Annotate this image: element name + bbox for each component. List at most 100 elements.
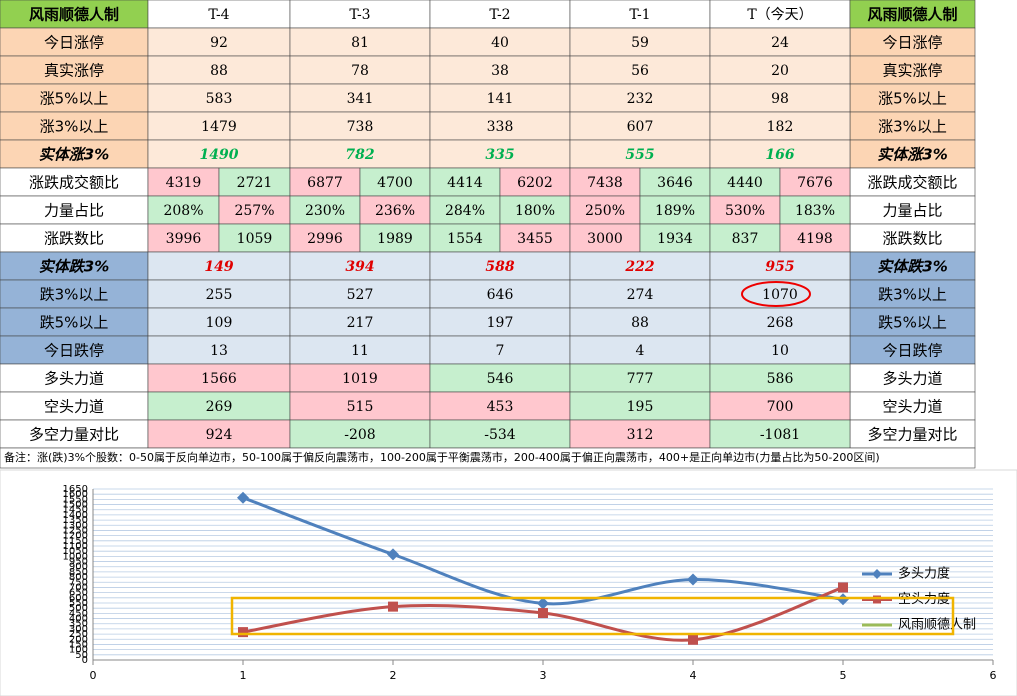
cell-bg: [849, 55, 976, 85]
cell-bg: [849, 391, 976, 421]
cell-value: 530%: [725, 203, 765, 219]
y-tick-label: 1300: [63, 520, 88, 531]
cell-value: 208%: [163, 203, 203, 219]
cell-bg: [429, 27, 571, 57]
point: [238, 627, 248, 638]
row-label: 空头力道: [882, 398, 942, 416]
cell-value: 141: [487, 91, 514, 107]
y-tick-label: 1050: [63, 546, 88, 557]
point: [388, 601, 398, 612]
row-label: 跌3%以上: [40, 286, 109, 304]
cell-value: 583: [206, 91, 233, 107]
cell-value: 250%: [585, 203, 625, 219]
cell-value: 394: [345, 259, 374, 275]
row-label: 真实涨停: [44, 62, 104, 80]
cell-value: 777: [627, 371, 654, 387]
cell-bg: [569, 307, 711, 337]
cell-bg: [709, 419, 851, 449]
cell-bg: [429, 335, 571, 365]
row-label: 实体跌3%: [39, 258, 109, 276]
cell-bg: [849, 335, 976, 365]
cell-value: 738: [347, 119, 374, 135]
cell-value: 98: [771, 91, 789, 107]
cell-bg: [849, 167, 976, 197]
cell-bg: [709, 195, 781, 225]
cell-value: 453: [487, 399, 514, 415]
cell-value: 2996: [307, 231, 343, 247]
y-tick-label: 950: [69, 557, 88, 568]
cell-value: 6202: [517, 175, 553, 191]
cell-bg: [709, 335, 851, 365]
cell-value: 189%: [655, 203, 695, 219]
cell-bg: [429, 111, 571, 141]
cell-bg: [147, 419, 291, 449]
row-label: 实体涨3%: [877, 146, 947, 164]
y-tick-label: 1250: [63, 525, 88, 536]
y-tick-label: 400: [69, 614, 88, 625]
cell-bg: [147, 279, 291, 309]
cell-bg: [147, 363, 291, 393]
cell-bg: [709, 55, 851, 85]
y-tick-label: 650: [69, 588, 88, 599]
x-tick-label: 0: [90, 669, 97, 682]
cell-bg: [569, 27, 711, 57]
legend-marker: [872, 569, 882, 579]
y-tick-label: 1150: [63, 536, 88, 547]
row-label: 今日跌停: [44, 342, 104, 360]
cell-bg: [639, 223, 711, 253]
cell-value: 197: [487, 315, 514, 331]
cell-bg: [569, 363, 711, 393]
cell-value: 1934: [657, 231, 693, 247]
cell-value: 546: [487, 371, 514, 387]
cell-bg: [849, 139, 976, 169]
cell-bg: [147, 27, 291, 57]
cell-bg: [849, 83, 976, 113]
cell-bg: [429, 195, 501, 225]
cell-bg: [0, 335, 149, 365]
x-tick-label: 6: [990, 669, 997, 682]
row-label: 涨5%以上: [40, 90, 109, 108]
cell-value: 4414: [447, 175, 483, 191]
cell-value: 3996: [166, 231, 202, 247]
cell-bg: [289, 391, 431, 421]
cell-value: 230%: [305, 203, 345, 219]
cell-bg: [429, 363, 571, 393]
y-tick-label: 50: [75, 650, 88, 661]
y-tick-label: 250: [69, 629, 88, 640]
cell-value: 341: [347, 91, 374, 107]
cell-bg: [709, 139, 851, 169]
row-label: 跌3%以上: [878, 286, 947, 304]
cell-value: 586: [767, 371, 794, 387]
cell-bg: [429, 251, 571, 281]
row-label: 多空力量对比: [29, 426, 119, 444]
point: [687, 573, 699, 586]
cell-value: 4198: [797, 231, 833, 247]
point: [537, 597, 549, 610]
cell-value: 183%: [795, 203, 835, 219]
cell-value: 1554: [447, 231, 483, 247]
cell-bg: [709, 27, 851, 57]
y-tick-label: 1350: [63, 515, 88, 526]
row-label: 涨跌数比: [44, 230, 104, 248]
cell-bg: [849, 223, 976, 253]
row-label: 涨跌成交额比: [867, 174, 957, 192]
row-label: 多头力道: [44, 370, 104, 388]
cell-bg: [0, 55, 149, 85]
cell-value: 335: [485, 147, 514, 163]
cell-bg: [849, 279, 976, 309]
cell-value: 338: [487, 119, 514, 135]
point: [538, 608, 548, 619]
cell-bg: [709, 279, 851, 309]
cell-bg: [849, 195, 976, 225]
row-label: 力量占比: [44, 202, 104, 220]
y-tick-label: 550: [69, 598, 88, 609]
highlight-box: [230, 596, 955, 636]
row-label: 真实涨停: [882, 62, 942, 80]
y-tick-label: 200: [69, 634, 88, 645]
cell-value: 10: [771, 343, 789, 359]
cell-value: 1490: [200, 147, 239, 163]
point: [387, 548, 399, 561]
cell-value: 182: [767, 119, 794, 135]
cell-value: 81: [351, 35, 369, 51]
